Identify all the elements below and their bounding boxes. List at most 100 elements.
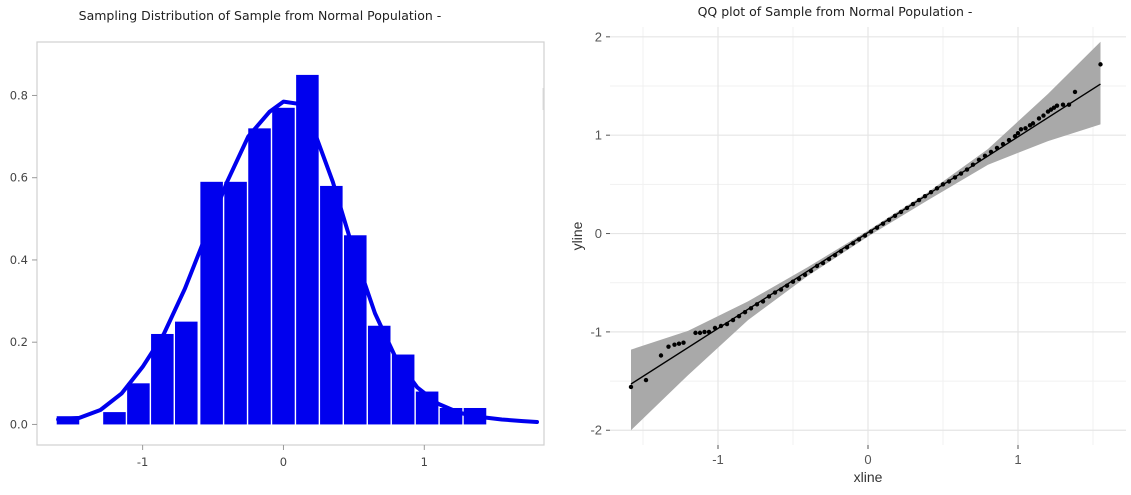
qq-point-35 [856,237,862,242]
qq-point-5 [676,341,682,346]
qq-point-75 [1072,89,1078,95]
qq-point-32 [838,249,844,254]
qq-point-73 [1060,102,1066,107]
qq-point-14 [730,317,736,323]
x-tick-label: -1 [712,452,724,467]
qq-point-48 [934,186,940,191]
qq-point-76 [1098,62,1103,67]
x-tick-label: -1 [137,455,148,469]
y-tick-label: 0.4 [10,253,28,267]
qq-point-17 [748,306,754,311]
qq-point-38 [874,225,880,230]
histogram-bar-1 [103,412,126,425]
qq-point-3 [666,344,671,349]
x-axis-label: xline [854,469,883,485]
histogram-bar-12 [367,325,391,425]
x-tick-label: 1 [1014,452,1021,467]
qq-plot-chart: QQ plot of Sample from Normal Population… [569,4,1126,485]
qq-point-23 [784,283,790,288]
qq-point-53 [964,167,970,172]
qq-point-50 [946,179,952,184]
qq-point-49 [940,182,946,187]
histogram-bar-8 [272,107,295,425]
qq-point-56 [982,153,988,159]
histogram-bar-10 [320,185,343,425]
histogram-bar-13 [391,354,415,425]
y-tick-label: 0.2 [10,335,28,349]
y-tick-label: 0.6 [10,171,28,185]
qq-point-8 [697,330,703,336]
qq-point-29 [820,260,826,266]
qq-point-39 [880,221,886,226]
qq-point-68 [1041,113,1046,118]
qq-point-20 [766,294,772,299]
x-tick-label: 0 [864,452,871,467]
qq-point-72 [1054,103,1060,108]
qq-point-61 [1012,133,1018,139]
qq-point-46 [922,193,928,199]
qq-point-33 [844,245,850,250]
qq-point-11 [712,325,718,331]
histogram-bar-4 [175,321,198,425]
histogram-bar-5 [200,181,223,425]
qq-point-41 [892,213,898,219]
qq-point-58 [994,145,1000,151]
qq-point-60 [1006,137,1012,143]
histogram-title: Sampling Distribution of Sample from Nor… [79,8,442,23]
x-tick-label: 0 [280,455,287,469]
qq-point-67 [1036,116,1042,121]
qq-point-51 [952,175,958,180]
qq-title: QQ plot of Sample from Normal Population… [698,4,973,19]
qq-point-10 [706,329,712,335]
qq-point-47 [928,190,934,195]
qq-point-54 [970,162,976,167]
qq-point-44 [910,201,916,207]
qq-point-66 [1030,121,1036,126]
y-tick-label: 1 [595,128,602,143]
qq-point-45 [916,197,922,203]
qq-point-6 [681,340,686,345]
qq-point-18 [754,302,760,307]
qq-point-24 [790,279,796,284]
histogram-bar-6 [224,181,247,425]
y-tick-label: 0 [595,226,602,241]
qq-point-9 [702,329,707,335]
qq-point-2 [658,353,664,358]
y-tick-label: -1 [590,324,602,339]
qq-point-7 [693,330,698,336]
y-tick-label: 0.8 [10,88,28,102]
qq-point-13 [724,321,730,327]
qq-point-62 [1015,131,1021,136]
density-curve [56,99,539,424]
qq-point-64 [1023,126,1028,131]
qq-point-52 [958,171,964,176]
qq-point-31 [832,252,838,258]
qq-point-1 [643,377,649,383]
qq-point-16 [742,310,748,315]
qq-point-22 [778,287,784,292]
y-axis-label: yline [569,221,585,250]
qq-point-63 [1018,127,1024,132]
qq-point-0 [628,384,634,390]
qq-point-4 [672,342,677,347]
histogram-bar-2 [127,383,150,425]
histogram-bar-3 [151,333,174,425]
y-tick-label: 2 [595,29,602,44]
qq-point-15 [736,313,742,319]
qq-point-30 [826,256,832,262]
x-tick-label: 1 [421,455,428,469]
qq-point-27 [808,268,814,274]
qq-point-19 [760,299,766,304]
y-tick-label: 0.0 [10,417,28,431]
qq-point-25 [796,276,802,281]
qq-point-28 [814,263,820,269]
y-tick-label: -2 [590,423,602,438]
qq-point-26 [802,272,808,278]
qq-point-21 [772,290,778,295]
qq-point-42 [898,209,904,215]
histogram-bar-9 [296,74,319,425]
qq-point-36 [862,233,868,238]
histogram-bar-7 [248,128,271,425]
histogram-chart: Sampling Distribution of Sample from Nor… [10,8,545,469]
